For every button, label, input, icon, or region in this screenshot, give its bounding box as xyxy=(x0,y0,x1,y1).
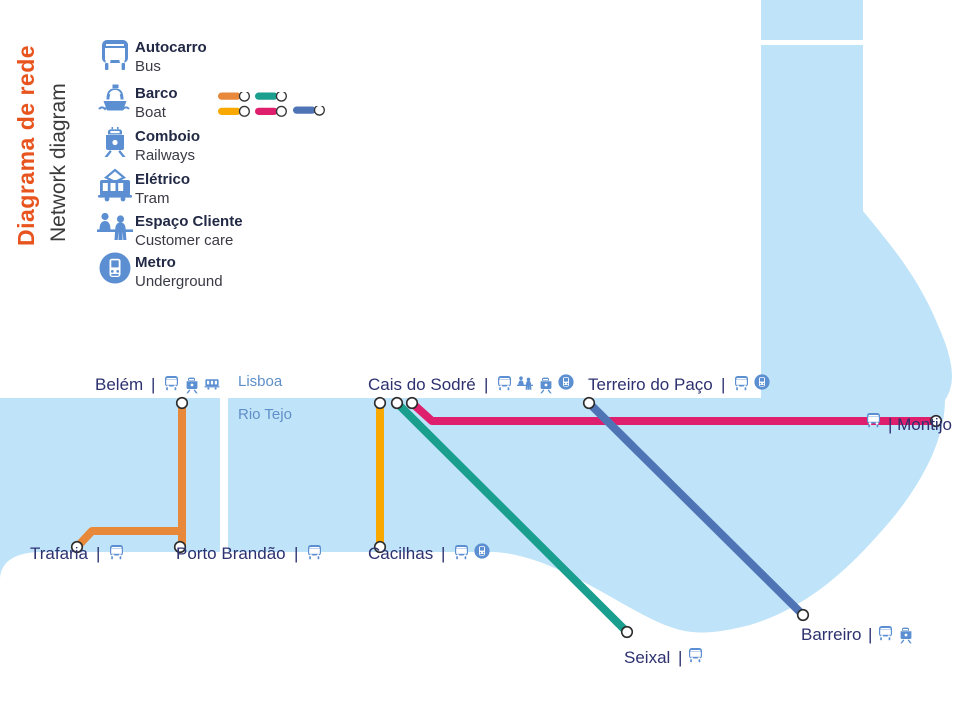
svg-text:|: | xyxy=(721,375,725,394)
svg-text:Trafaria: Trafaria xyxy=(30,544,88,563)
svg-text:|: | xyxy=(96,544,100,563)
svg-text:|: | xyxy=(294,544,298,563)
svg-text:Terreiro do Paço: Terreiro do Paço xyxy=(588,375,713,394)
svg-text:|: | xyxy=(484,375,488,394)
svg-text:| Montijo: | Montijo xyxy=(888,415,952,434)
svg-text:|: | xyxy=(868,625,872,644)
svg-text:Porto Brandão: Porto Brandão xyxy=(176,544,286,563)
svg-text:Barreiro: Barreiro xyxy=(801,625,861,644)
svg-text:|: | xyxy=(678,648,682,667)
svg-text:Cacilhas: Cacilhas xyxy=(368,544,433,563)
svg-text:Cais do Sodré: Cais do Sodré xyxy=(368,375,476,394)
svg-text:|: | xyxy=(151,375,155,394)
svg-text:Seixal: Seixal xyxy=(624,648,670,667)
svg-text:Belém: Belém xyxy=(95,375,143,394)
svg-text:Rio Tejo: Rio Tejo xyxy=(238,406,292,423)
svg-text:Lisboa: Lisboa xyxy=(238,373,283,390)
svg-text:|: | xyxy=(441,544,445,563)
